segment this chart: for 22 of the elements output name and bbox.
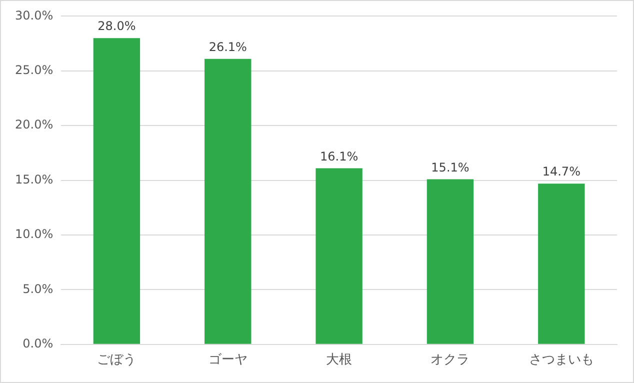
y-tick-label: 5.0% (22, 282, 54, 296)
data-label: 26.1% (208, 40, 247, 54)
bar (316, 168, 362, 344)
data-label: 15.1% (431, 160, 470, 174)
x-tick-label: オクラ (430, 352, 470, 368)
x-tick-label: ごぼう (97, 352, 136, 368)
y-tick-label: 0.0% (22, 336, 54, 351)
bar (538, 184, 585, 344)
y-tick-label: 10.0% (14, 227, 54, 242)
y-tick-label: 20.0% (14, 118, 54, 132)
y-tick-label: 15.0% (14, 172, 54, 186)
bar (426, 179, 474, 344)
x-tick-label: さつまいも (528, 352, 594, 368)
x-tick-label: ゴーヤ (208, 352, 248, 368)
y-tick-label: 25.0% (14, 63, 54, 78)
bar (204, 58, 252, 344)
bar (93, 38, 140, 344)
data-label: 14.7% (542, 164, 580, 179)
data-label: 28.0% (98, 19, 136, 34)
y-tick-label: 30.0% (14, 8, 54, 22)
data-label: 16.1% (320, 149, 358, 164)
x-tick-label: 大根 (326, 352, 352, 368)
